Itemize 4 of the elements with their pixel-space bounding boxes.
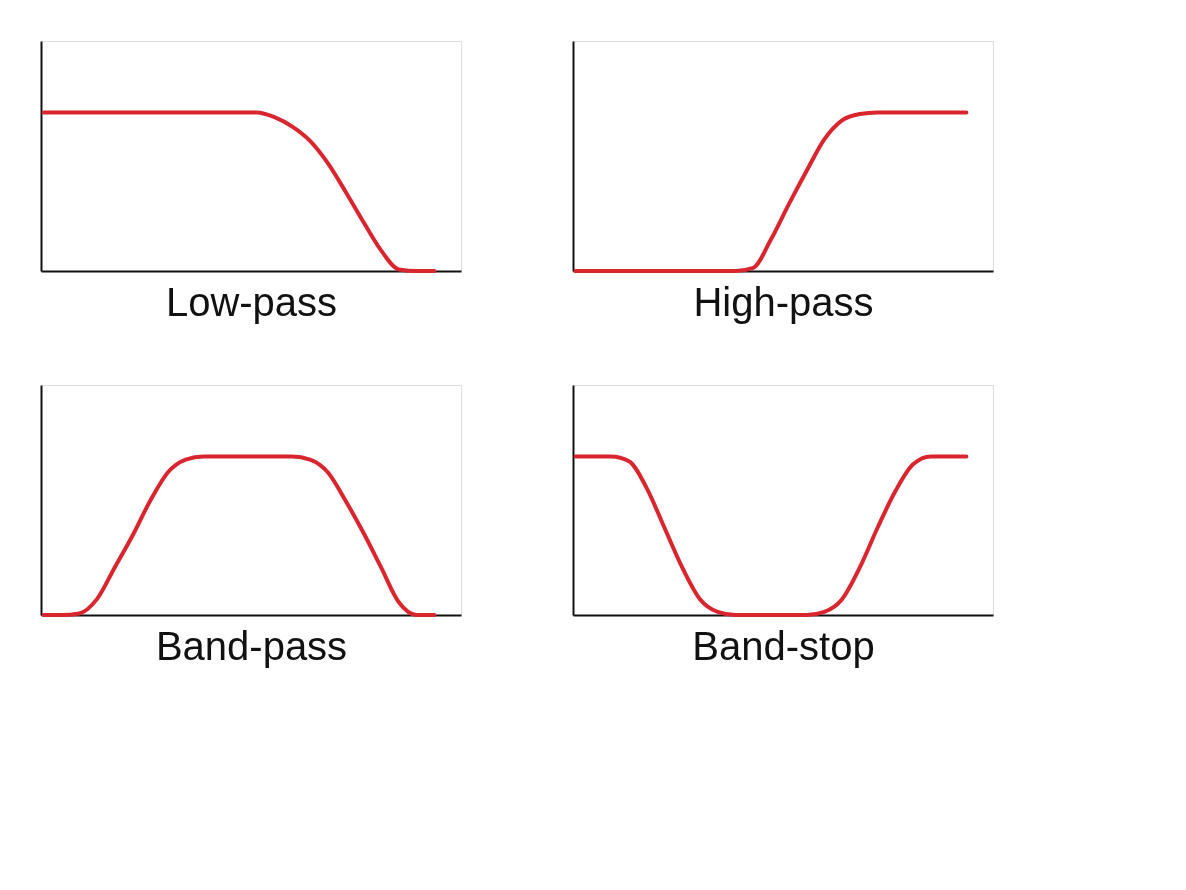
- x-axis-title: Band-stop: [692, 623, 875, 668]
- x-axis-title: High-pass: [693, 279, 874, 324]
- x-axis-title: Band-pass: [155, 623, 348, 668]
- x-axis-title: Low-pass: [165, 279, 338, 324]
